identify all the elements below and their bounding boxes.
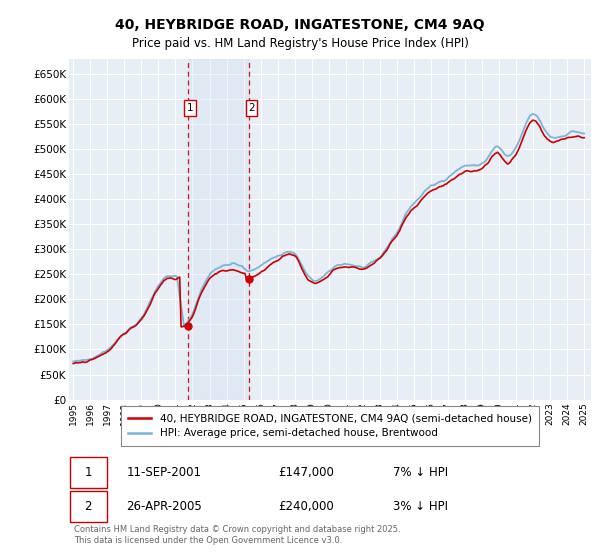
- Text: 40, HEYBRIDGE ROAD, INGATESTONE, CM4 9AQ: 40, HEYBRIDGE ROAD, INGATESTONE, CM4 9AQ: [115, 18, 485, 32]
- Text: 3% ↓ HPI: 3% ↓ HPI: [392, 500, 448, 513]
- Legend: 40, HEYBRIDGE ROAD, INGATESTONE, CM4 9AQ (semi-detached house), HPI: Average pri: 40, HEYBRIDGE ROAD, INGATESTONE, CM4 9AQ…: [121, 406, 539, 446]
- Text: Contains HM Land Registry data © Crown copyright and database right 2025.
This d: Contains HM Land Registry data © Crown c…: [74, 525, 401, 545]
- Text: 2: 2: [248, 103, 255, 113]
- Bar: [188, 59, 249, 400]
- Text: Price paid vs. HM Land Registry's House Price Index (HPI): Price paid vs. HM Land Registry's House …: [131, 37, 469, 50]
- Text: 26-APR-2005: 26-APR-2005: [127, 500, 202, 513]
- Text: 1: 1: [85, 466, 92, 479]
- Text: £240,000: £240,000: [278, 500, 334, 513]
- Text: 2: 2: [85, 500, 92, 513]
- FancyBboxPatch shape: [70, 491, 107, 522]
- Text: 11-SEP-2001: 11-SEP-2001: [127, 466, 202, 479]
- Text: £147,000: £147,000: [278, 466, 334, 479]
- Text: 7% ↓ HPI: 7% ↓ HPI: [392, 466, 448, 479]
- Text: 1: 1: [187, 103, 193, 113]
- FancyBboxPatch shape: [70, 457, 107, 488]
